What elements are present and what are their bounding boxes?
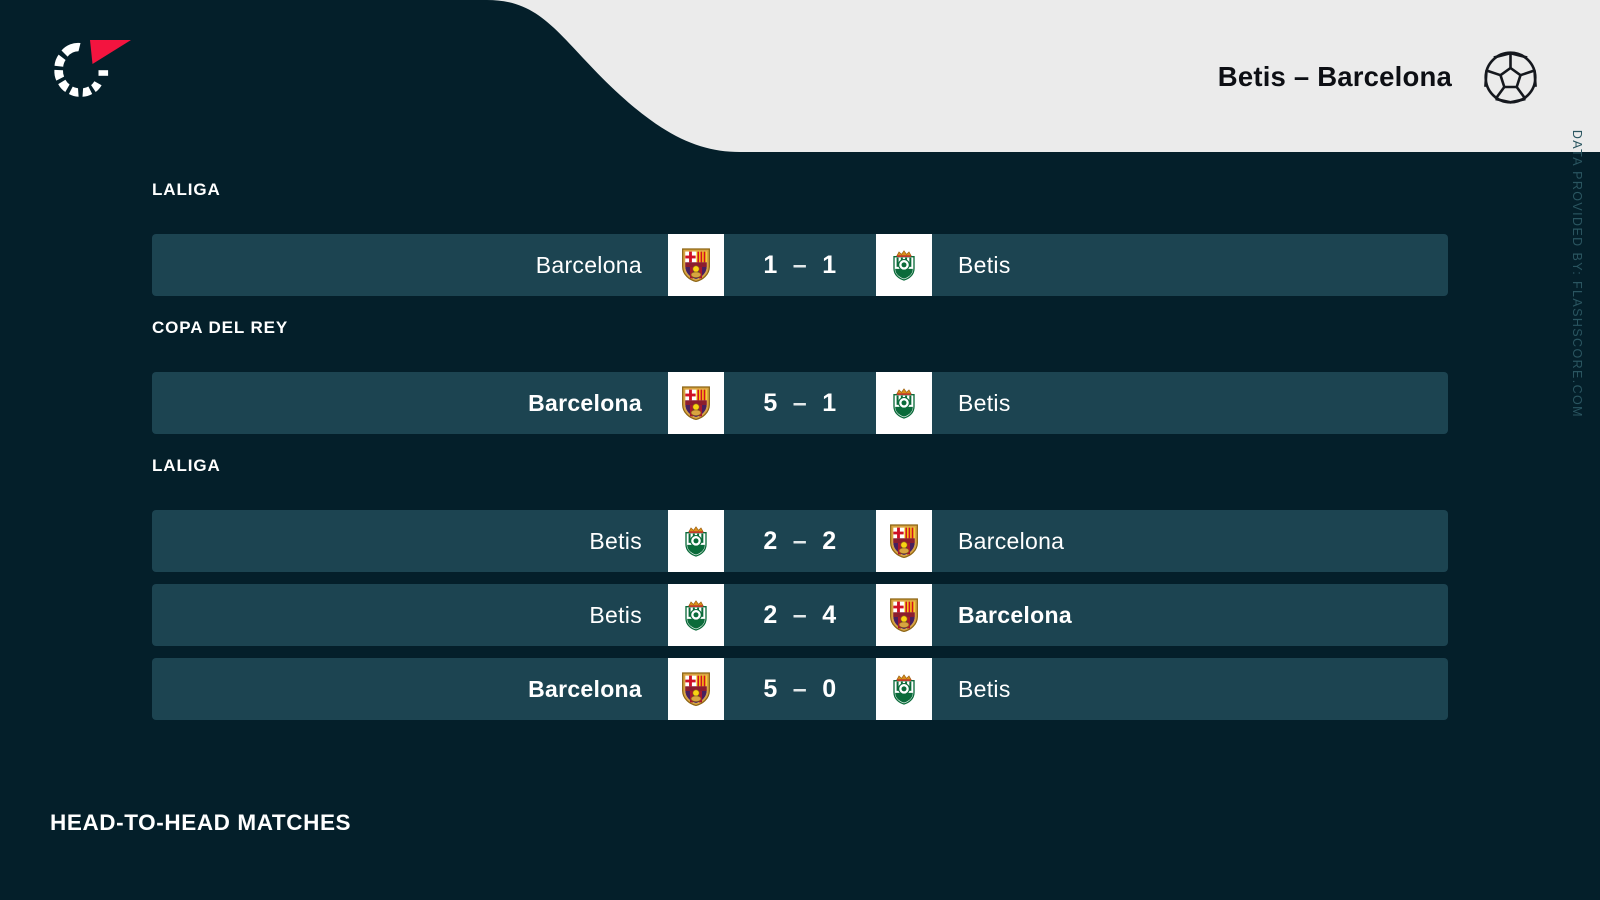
score-separator: – [792,674,808,703]
table-row[interactable]: Barcelona [152,372,1448,434]
score-cell: 5 – 0 [724,658,876,720]
soccer-ball-icon [1484,51,1537,104]
score-separator: – [792,600,808,629]
home-score: 5 [763,388,778,417]
barcelona-crest-icon [890,524,918,559]
score-cell: 2 – 2 [724,510,876,572]
away-score: 1 [822,250,837,279]
betis-crest-icon [685,526,707,557]
barcelona-crest-icon [682,386,710,421]
barcelona-crest-icon [682,248,710,283]
home-score: 1 [763,250,778,279]
section-label-laliga-2: LALIGA [152,456,221,475]
away-team-crest [876,658,932,720]
home-score: 2 [763,526,778,555]
table-row[interactable]: Barcelona [152,658,1448,720]
home-team-name: Betis [589,601,642,628]
away-team-crest [876,510,932,572]
score-separator: – [792,526,808,555]
home-team-name: Barcelona [528,675,642,702]
away-team-crest [876,234,932,296]
home-team-name: Betis [589,527,642,554]
table-row[interactable]: Betis 2 – 2 [152,510,1448,572]
page-title: Betis – Barcelona [1217,60,1452,92]
table-row[interactable]: Betis 2 – 4 [152,584,1448,646]
barcelona-crest-icon [682,672,710,707]
away-team-crest [876,372,932,434]
section-label-copa-del-rey: COPA DEL REY [152,318,289,337]
betis-crest-icon [685,600,707,631]
score-separator: – [792,388,808,417]
home-team-crest [668,584,724,646]
away-score: 1 [822,388,837,417]
matches-content: LALIGA Barcelona [0,130,1600,900]
provider-credit: DATA PROVIDED BY: FLASHSCORE.COM [1570,129,1584,418]
section-label-laliga-1: LALIGA [152,180,221,199]
home-team-name: Barcelona [535,251,642,278]
provider-credit-wrap: DATA PROVIDED BY: FLASHSCORE.COM [1560,130,1600,900]
score-cell: 2 – 4 [724,584,876,646]
section-heading-head-to-head: HEAD-TO-HEAD MATCHES [50,810,352,835]
page-header: Betis – Barcelona [0,0,1600,153]
home-team-crest [668,658,724,720]
score-cell: 1 – 1 [724,234,876,296]
score-separator: – [792,250,808,279]
score-cell: 5 – 1 [724,372,876,434]
barcelona-crest-icon [890,598,918,633]
away-team-name: Barcelona [958,601,1072,628]
home-team-name: Barcelona [528,389,642,416]
home-team-crest [668,510,724,572]
away-team-name: Barcelona [958,527,1065,554]
home-team-crest [668,372,724,434]
home-team-crest [668,234,724,296]
betis-crest-icon [893,250,915,281]
away-score: 4 [822,600,837,629]
away-score: 2 [822,526,837,555]
betis-crest-icon [893,674,915,705]
header-background-shape [0,0,1600,153]
flashscore-logo-icon[interactable] [45,38,131,100]
away-team-name: Betis [958,389,1011,416]
away-team-crest [876,584,932,646]
away-team-name: Betis [958,675,1011,702]
home-score: 5 [763,674,778,703]
away-team-name: Betis [958,251,1011,278]
table-row[interactable]: Barcelona [152,234,1448,296]
home-score: 2 [763,600,778,629]
betis-crest-icon [893,388,915,419]
away-score: 0 [822,674,837,703]
